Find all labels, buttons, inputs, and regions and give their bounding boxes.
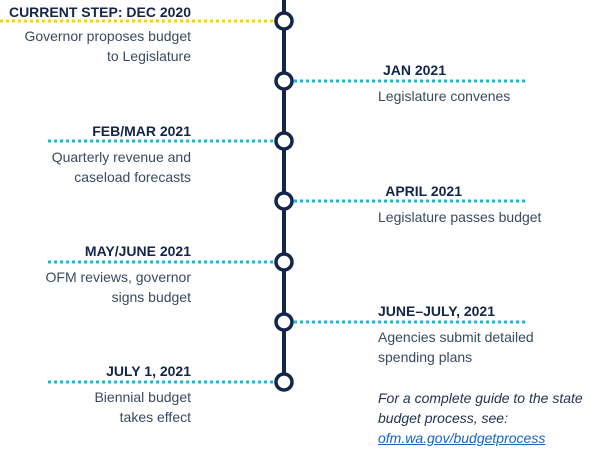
- timeline-node: [274, 131, 294, 151]
- event-description-line: caseload forecasts: [74, 169, 191, 185]
- event-description-line: Agencies submit detailed: [378, 329, 534, 345]
- event-date: APRIL 2021: [385, 183, 462, 199]
- event-description-line: takes effect: [119, 409, 191, 425]
- event-date: JAN 2021: [382, 62, 446, 78]
- event-description-line: Governor proposes budget: [24, 28, 191, 44]
- event-description-line: spending plans: [378, 349, 473, 365]
- event-feb-mar-2021: FEB/MAR 2021 Quarterly revenue and casel…: [52, 121, 191, 187]
- event-description-line: to Legislature: [106, 48, 191, 64]
- event-description-line: Biennial budget: [94, 389, 191, 405]
- timeline-node: [274, 252, 294, 272]
- event-jan-2021: JAN 2021 Legislature convenes: [378, 60, 510, 106]
- event-description-line: OFM reviews, governor: [45, 269, 191, 285]
- event-april-2021: APRIL 2021 Legislature passes budget: [378, 181, 541, 227]
- event-description-line: Legislature passes budget: [378, 209, 542, 225]
- budget-process-link[interactable]: ofm.wa.gov/budgetprocess: [378, 430, 546, 446]
- guide-note: For a complete guide to the state budget…: [378, 388, 583, 448]
- guide-note-line: For a complete guide to the state: [378, 390, 583, 406]
- timeline-node: [274, 312, 294, 332]
- timeline-node: [274, 71, 294, 91]
- event-may-june-2021: MAY/JUNE 2021 OFM reviews, governor sign…: [46, 241, 191, 307]
- event-description-line: Quarterly revenue and: [51, 149, 191, 165]
- event-description-line: Legislature convenes: [378, 88, 511, 104]
- event-date: MAY/JUNE 2021: [84, 243, 191, 259]
- event-date: JUNE–JULY, 2021: [378, 303, 496, 319]
- event-description-line: signs budget: [111, 289, 191, 305]
- event-current-step: CURRENT STEP: DEC 2020 Governor proposes…: [9, 2, 191, 66]
- event-date: JULY 1, 2021: [106, 363, 191, 379]
- event-date: CURRENT STEP: DEC 2020: [8, 4, 191, 20]
- event-july-1-2021: JULY 1, 2021 Biennial budget takes effec…: [94, 361, 191, 427]
- timeline-node: [274, 372, 294, 392]
- event-june-july-2021: JUNE–JULY, 2021 Agencies submit detailed…: [378, 301, 534, 367]
- guide-note-line: budget process, see:: [378, 410, 508, 426]
- timeline-node: [274, 191, 294, 211]
- timeline-node: [274, 11, 294, 31]
- event-date: FEB/MAR 2021: [92, 123, 191, 139]
